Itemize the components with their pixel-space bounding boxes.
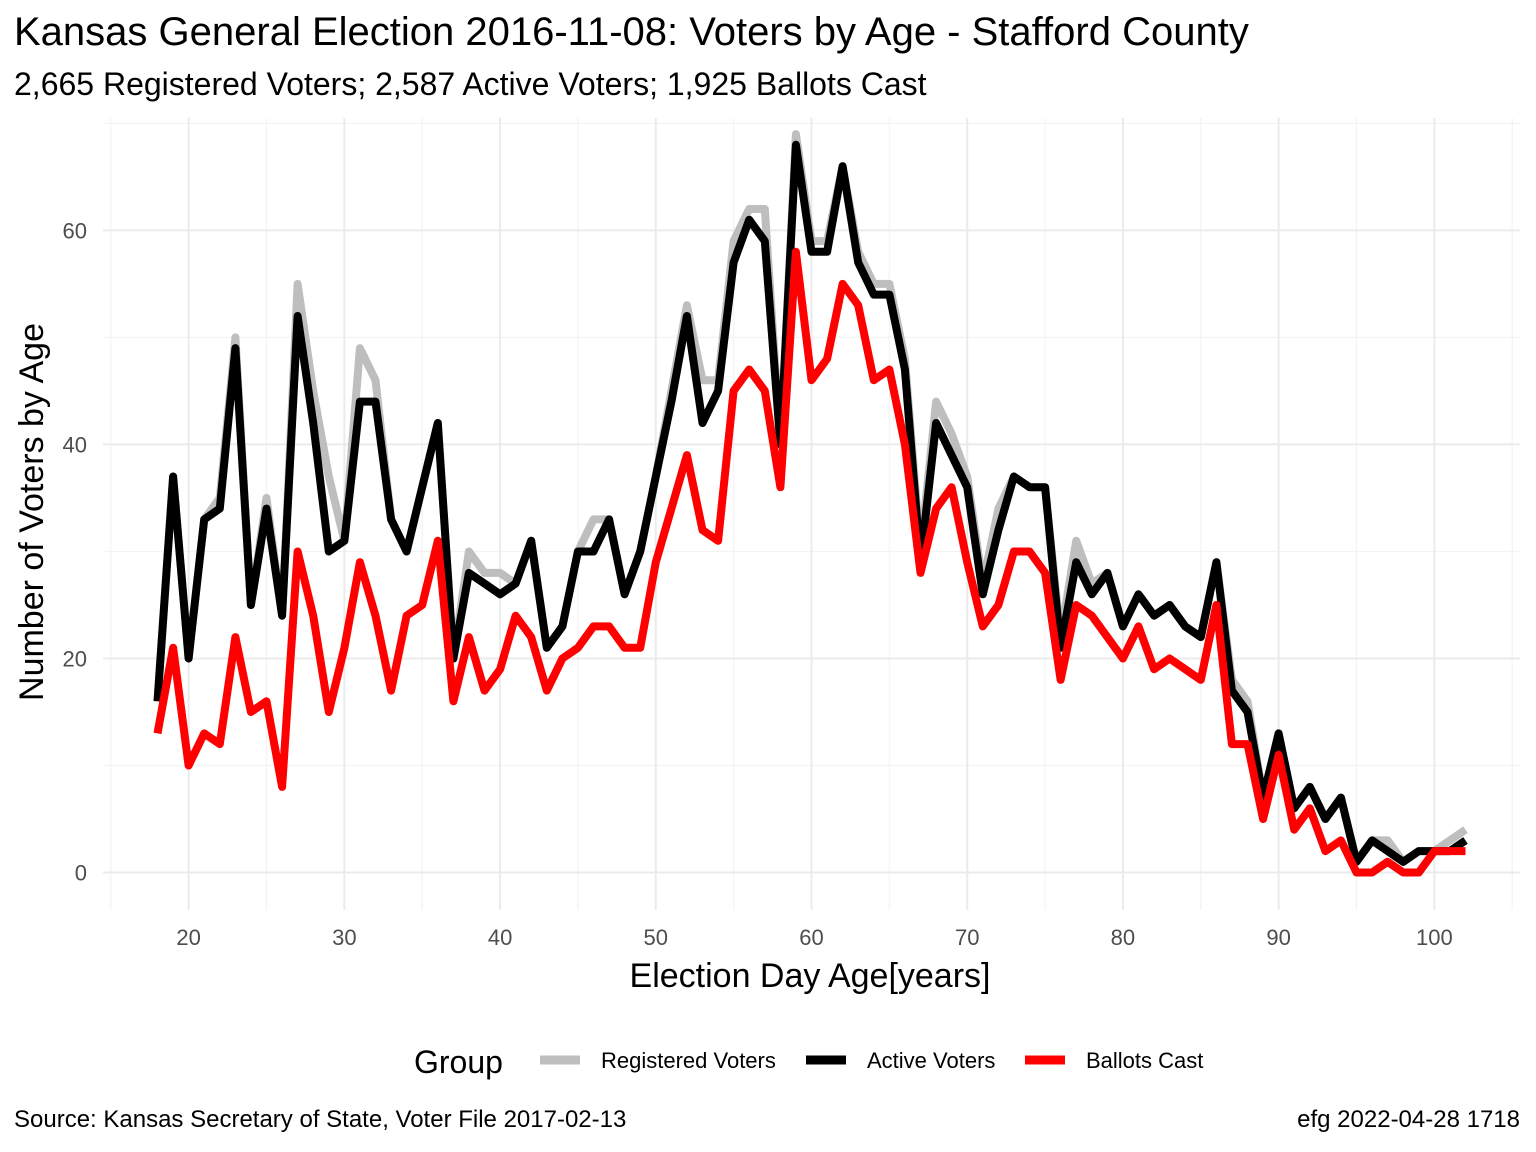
x-tick-label: 60 <box>799 925 823 950</box>
x-tick-label: 40 <box>488 925 512 950</box>
series-line-ballots-cast <box>153 247 1466 877</box>
y-tick-label: 60 <box>63 218 87 243</box>
legend: Group Registered Voters Active Voters Ballo… <box>414 1044 1203 1080</box>
x-tick-label: 80 <box>1111 925 1135 950</box>
legend-item: Registered Voters <box>540 1048 776 1073</box>
x-tick-label: 100 <box>1416 925 1453 950</box>
x-axis-tick-labels: 20 30 40 50 60 70 80 90 100 <box>176 925 1452 950</box>
legend-label: Ballots Cast <box>1086 1048 1203 1073</box>
y-axis-tick-labels: 0 20 40 60 <box>63 218 87 885</box>
y-tick-label: 0 <box>75 861 87 886</box>
x-tick-label: 20 <box>176 925 200 950</box>
y-axis-title: Number of Voters by Age <box>13 323 51 701</box>
legend-label: Registered Voters <box>601 1048 776 1073</box>
y-tick-label: 20 <box>63 646 87 671</box>
x-axis-title: Election Day Age[years] <box>630 957 991 995</box>
x-tick-label: 30 <box>332 925 356 950</box>
x-tick-label: 70 <box>955 925 979 950</box>
x-tick-label: 50 <box>644 925 668 950</box>
credit-note: efg 2022-04-28 1718 <box>1297 1106 1520 1133</box>
source-note: Source: Kansas Secretary of State, Voter… <box>14 1106 627 1133</box>
x-tick-label: 90 <box>1266 925 1290 950</box>
series-lines <box>153 130 1468 877</box>
legend-label: Active Voters <box>867 1048 995 1073</box>
chart-subtitle: 2,665 Registered Voters; 2,587 Active Vo… <box>14 66 927 102</box>
legend-item: Ballots Cast <box>1025 1048 1203 1073</box>
series-line-active-voters <box>153 140 1468 866</box>
y-tick-label: 40 <box>63 432 87 457</box>
chart-title: Kansas General Election 2016-11-08: Vote… <box>14 10 1249 54</box>
legend-item: Active Voters <box>806 1048 995 1073</box>
legend-title: Group <box>414 1044 503 1080</box>
